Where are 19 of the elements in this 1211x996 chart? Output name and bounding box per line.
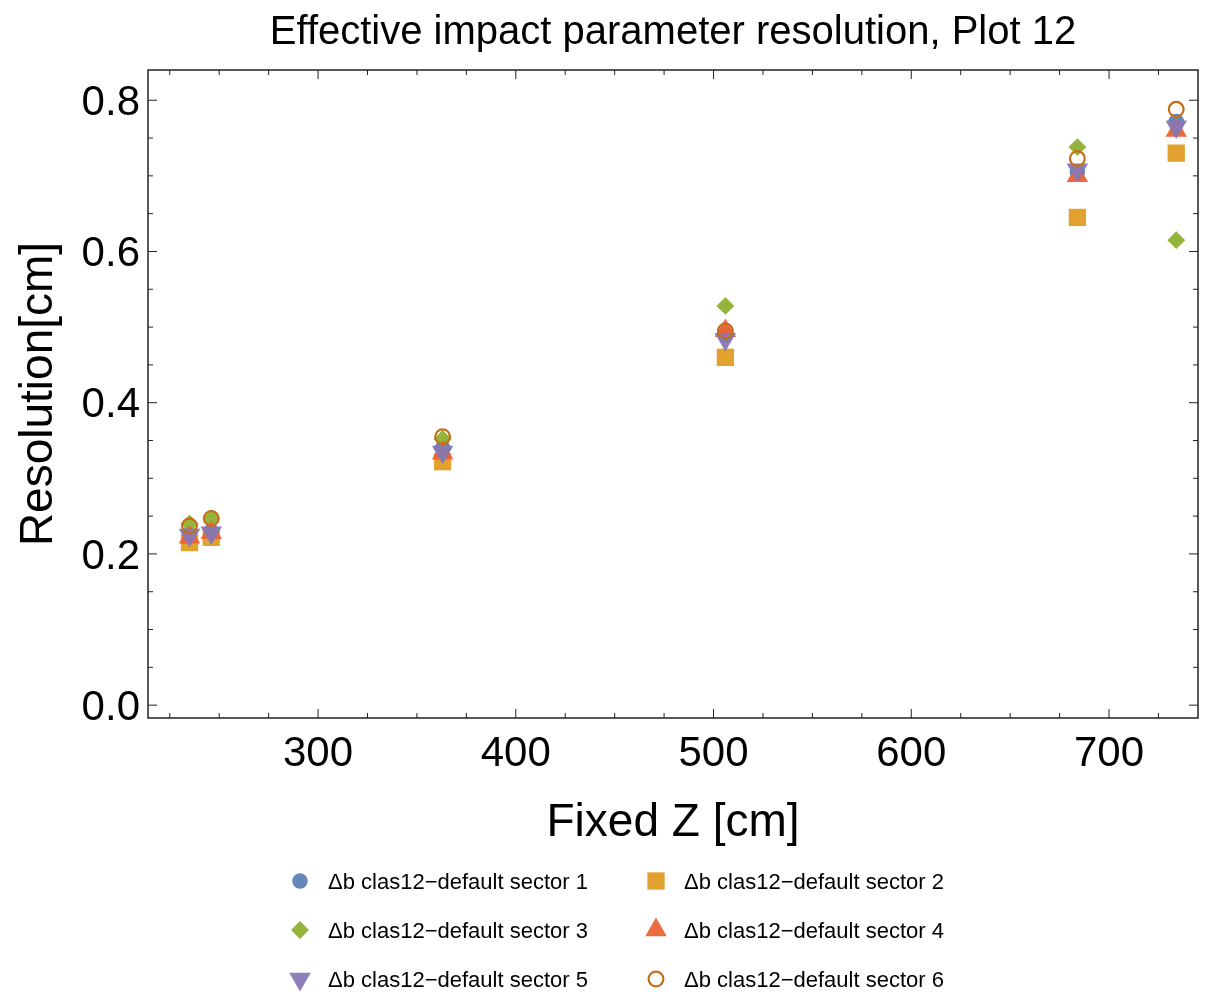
y-tick-label: 0.2	[81, 530, 140, 578]
legend-label: Δb clas12−default sector 4	[684, 917, 944, 943]
x-tick-label: 700	[1073, 728, 1145, 775]
legend-label: Δb clas12−default sector 5	[328, 966, 588, 992]
x-tick-label: 600	[876, 728, 947, 775]
x-axis-title: Fixed Z [cm]	[546, 794, 800, 846]
y-tick-label: 0.8	[81, 76, 140, 124]
legend-label: Δb clas12−default sector 1	[328, 868, 588, 894]
y-tick-label: 0.6	[81, 228, 140, 276]
chart-title: Effective impact parameter resolution, Plot 12	[269, 8, 1077, 52]
x-tick-label: 300	[283, 728, 354, 775]
x-tick-label: 400	[480, 728, 551, 775]
legend-label: Δb clas12−default sector 2	[684, 868, 944, 894]
y-axis-title: Resolution[cm]	[10, 241, 62, 547]
legend-label: Δb clas12−default sector 6	[684, 966, 944, 992]
legend-label: Δb clas12−default sector 3	[328, 917, 588, 943]
x-tick-label: 500	[678, 728, 749, 775]
y-tick-label: 0.0	[81, 681, 140, 729]
y-tick-label: 0.4	[81, 379, 140, 427]
